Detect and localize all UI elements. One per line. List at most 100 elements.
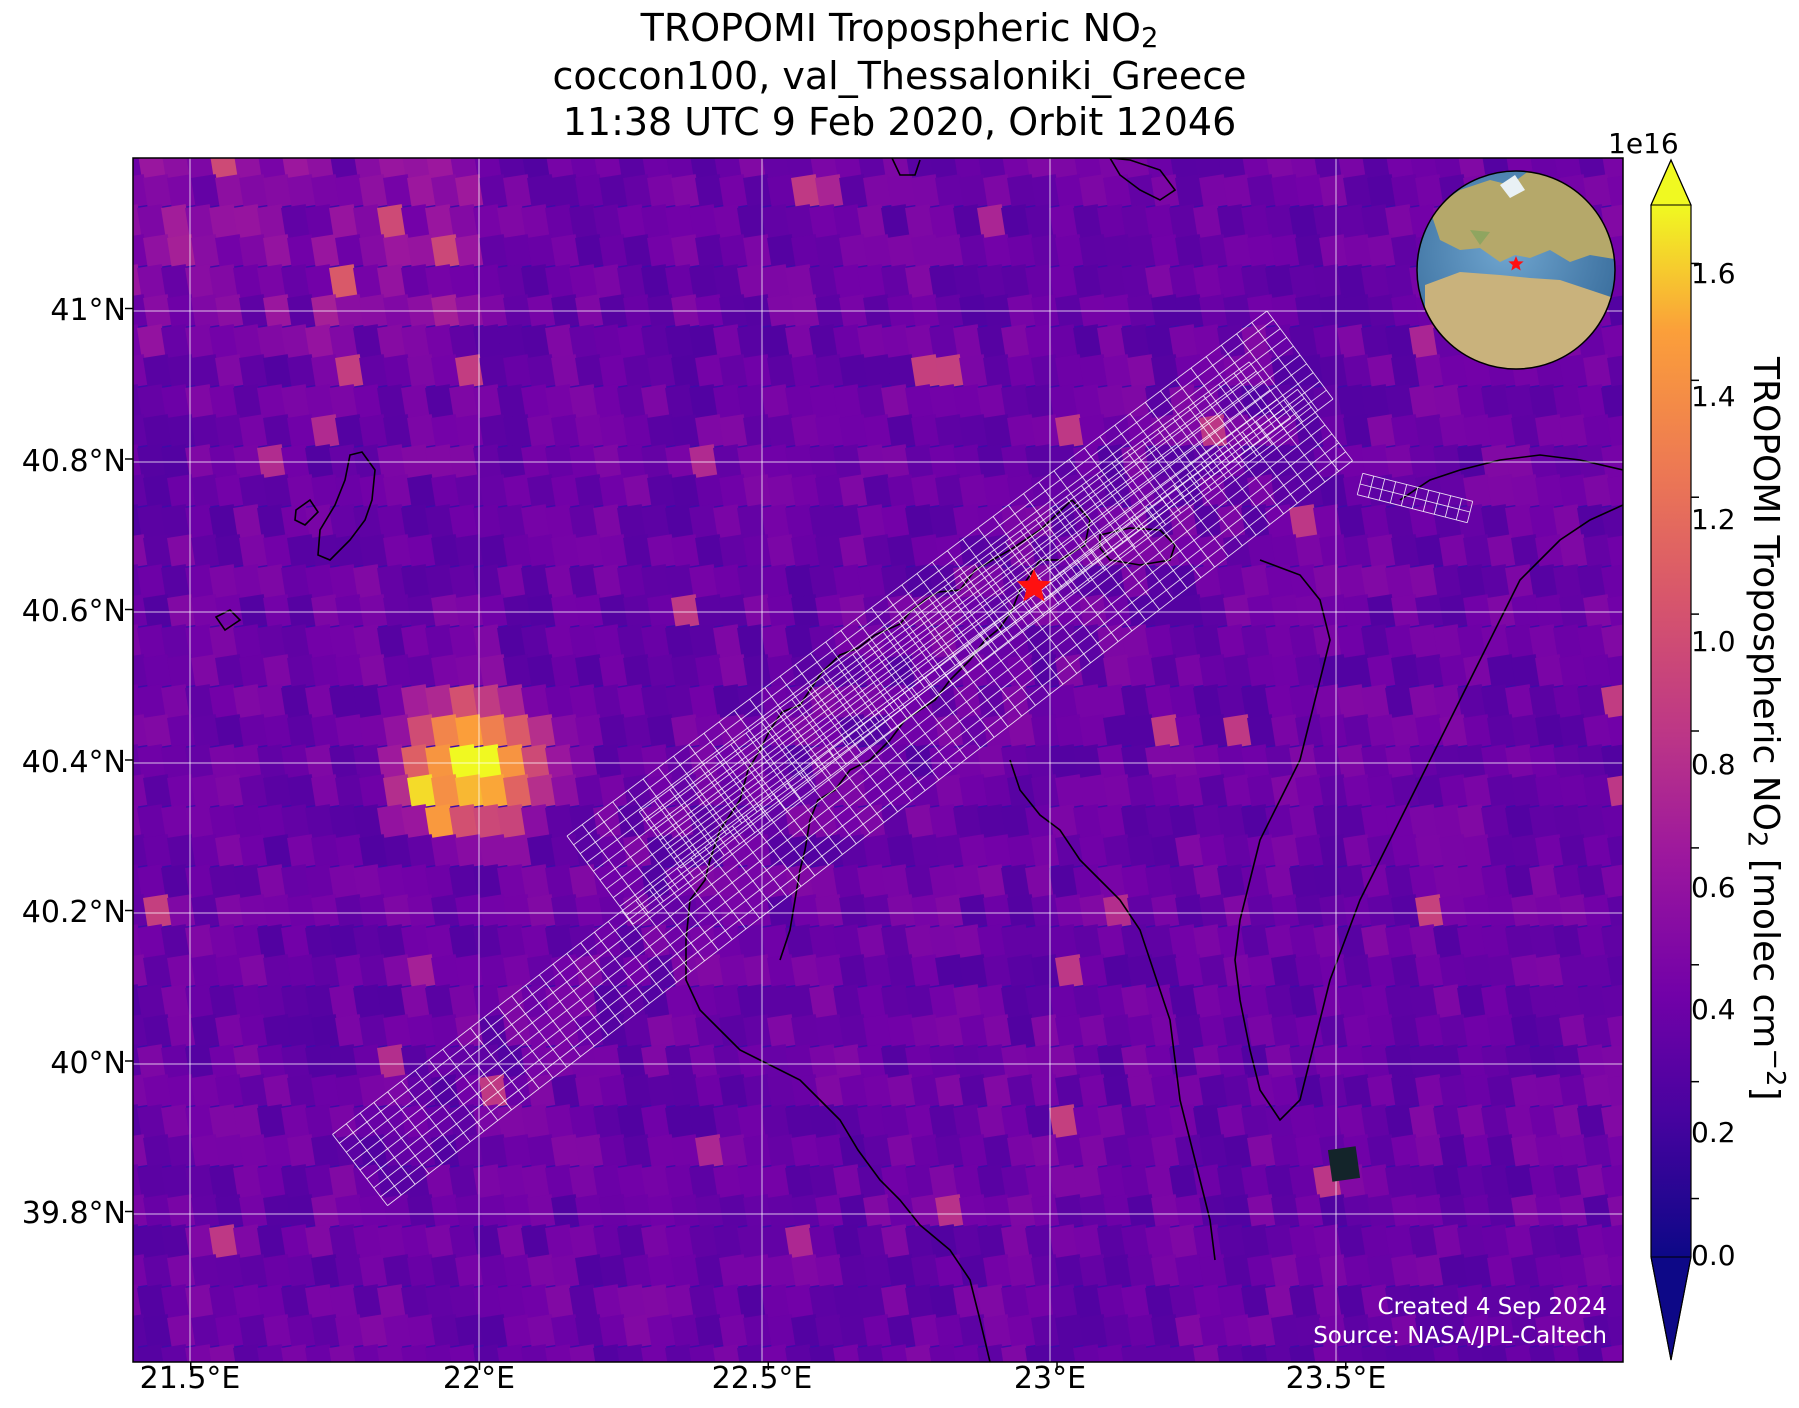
no2-pixel [713, 624, 743, 659]
no2-pixel [977, 984, 1007, 1019]
no2-pixel [719, 954, 749, 989]
no2-pixel [1415, 654, 1445, 689]
no2-pixel [431, 834, 461, 869]
no2-pixel [359, 834, 389, 869]
no2-pixel [569, 444, 599, 479]
no2-pixel [593, 444, 623, 479]
no2-pixel [959, 894, 989, 929]
no2-pixel [257, 1404, 287, 1408]
no2-pixel [791, 534, 821, 569]
no2-pixel [239, 1014, 269, 1049]
no2-pixel [593, 684, 623, 719]
no2-pixel [911, 1374, 941, 1408]
no2-pixel [335, 1374, 365, 1408]
no2-pixel [689, 444, 719, 479]
no2-pixel [185, 804, 215, 839]
no2-pixel [959, 414, 989, 449]
no2-pixel [281, 684, 311, 719]
no2-pixel [376, 384, 407, 419]
no2-pixel [689, 624, 719, 659]
no2-pixel [617, 564, 647, 599]
no2-pixel [1031, 414, 1061, 449]
no2-pixel [406, 474, 437, 509]
no2-pixel [1031, 1074, 1061, 1109]
no2-pixel [377, 158, 407, 179]
no2-pixel [1577, 1404, 1607, 1408]
no2-pixel [977, 204, 1007, 239]
no2-pixel [1337, 564, 1367, 599]
no2-pixel [959, 174, 989, 209]
no2-pixel [1193, 744, 1223, 779]
no2-pixel [617, 504, 647, 539]
no2-pixel [689, 158, 719, 179]
no2-pixel [785, 204, 815, 239]
no2-pixel [785, 924, 815, 959]
no2-pixel [1582, 774, 1613, 809]
no2-pixel [1289, 624, 1319, 659]
no2-pixel [623, 1194, 653, 1229]
no2-pixel [1481, 1164, 1511, 1199]
no2-pixel [1391, 774, 1421, 809]
no2-pixel [1529, 1104, 1559, 1139]
no2-pixel [1558, 474, 1589, 509]
no2-pixel [1409, 1404, 1439, 1408]
no2-pixel [809, 384, 839, 419]
no2-pixel [767, 1134, 797, 1169]
no2-pixel [503, 474, 533, 509]
no2-pixel [400, 384, 431, 419]
no2-pixel [929, 804, 959, 839]
no2-pixel [1607, 654, 1623, 689]
no2-pixel [473, 744, 503, 779]
no2-pixel [424, 804, 455, 839]
no2-pixel [983, 894, 1013, 929]
no2-pixel [1601, 744, 1623, 779]
no2-pixel [1079, 834, 1109, 869]
no2-pixel [185, 444, 215, 479]
no2-pixel [935, 354, 965, 389]
no2-pixel [472, 924, 503, 959]
no2-pixel [1025, 864, 1055, 899]
no2-pixel [1553, 444, 1583, 479]
no2-pixel [599, 774, 629, 809]
no2-pixel [1343, 834, 1373, 869]
no2-pixel [1529, 924, 1559, 959]
no2-pixel [1313, 504, 1343, 539]
no2-pixel [1505, 384, 1535, 419]
no2-pixel [1529, 504, 1559, 539]
no2-pixel [1673, 1404, 1703, 1408]
no2-pixel [311, 234, 341, 269]
no2-pixel [640, 624, 671, 659]
no2-pixel [809, 1164, 839, 1199]
no2-pixel [593, 204, 623, 239]
no2-pixel [1439, 594, 1469, 629]
no2-pixel [1025, 624, 1055, 659]
no2-pixel [257, 1044, 287, 1079]
no2-pixel [160, 504, 191, 539]
no2-pixel [935, 234, 965, 269]
no2-pixel [1313, 804, 1343, 839]
no2-pixel [1001, 264, 1031, 299]
no2-pixel [1607, 1254, 1623, 1289]
no2-pixel [503, 354, 533, 389]
no2-pixel [263, 894, 293, 929]
no2-pixel [1055, 1194, 1085, 1229]
no2-pixel [599, 594, 629, 629]
no2-pixel [1336, 158, 1367, 179]
no2-pixel [1193, 864, 1223, 899]
no2-pixel [1511, 594, 1541, 629]
no2-pixel [1079, 654, 1109, 689]
no2-pixel [1625, 1404, 1655, 1408]
no2-pixel [623, 174, 653, 209]
no2-pixel [809, 204, 839, 239]
no2-pixel [1295, 174, 1325, 209]
no2-pixel [1127, 534, 1157, 569]
no2-pixel [1336, 744, 1367, 779]
no2-pixel [1001, 1404, 1031, 1408]
no2-pixel [1481, 864, 1511, 899]
no2-pixel [287, 774, 317, 809]
no2-pixel [473, 264, 503, 299]
no2-pixel [1270, 1134, 1301, 1169]
no2-pixel [1103, 1074, 1133, 1109]
colorbar-tick-label: 0.0 [1691, 1239, 1736, 1272]
colorbar-tick-label: 0.2 [1691, 1116, 1736, 1149]
